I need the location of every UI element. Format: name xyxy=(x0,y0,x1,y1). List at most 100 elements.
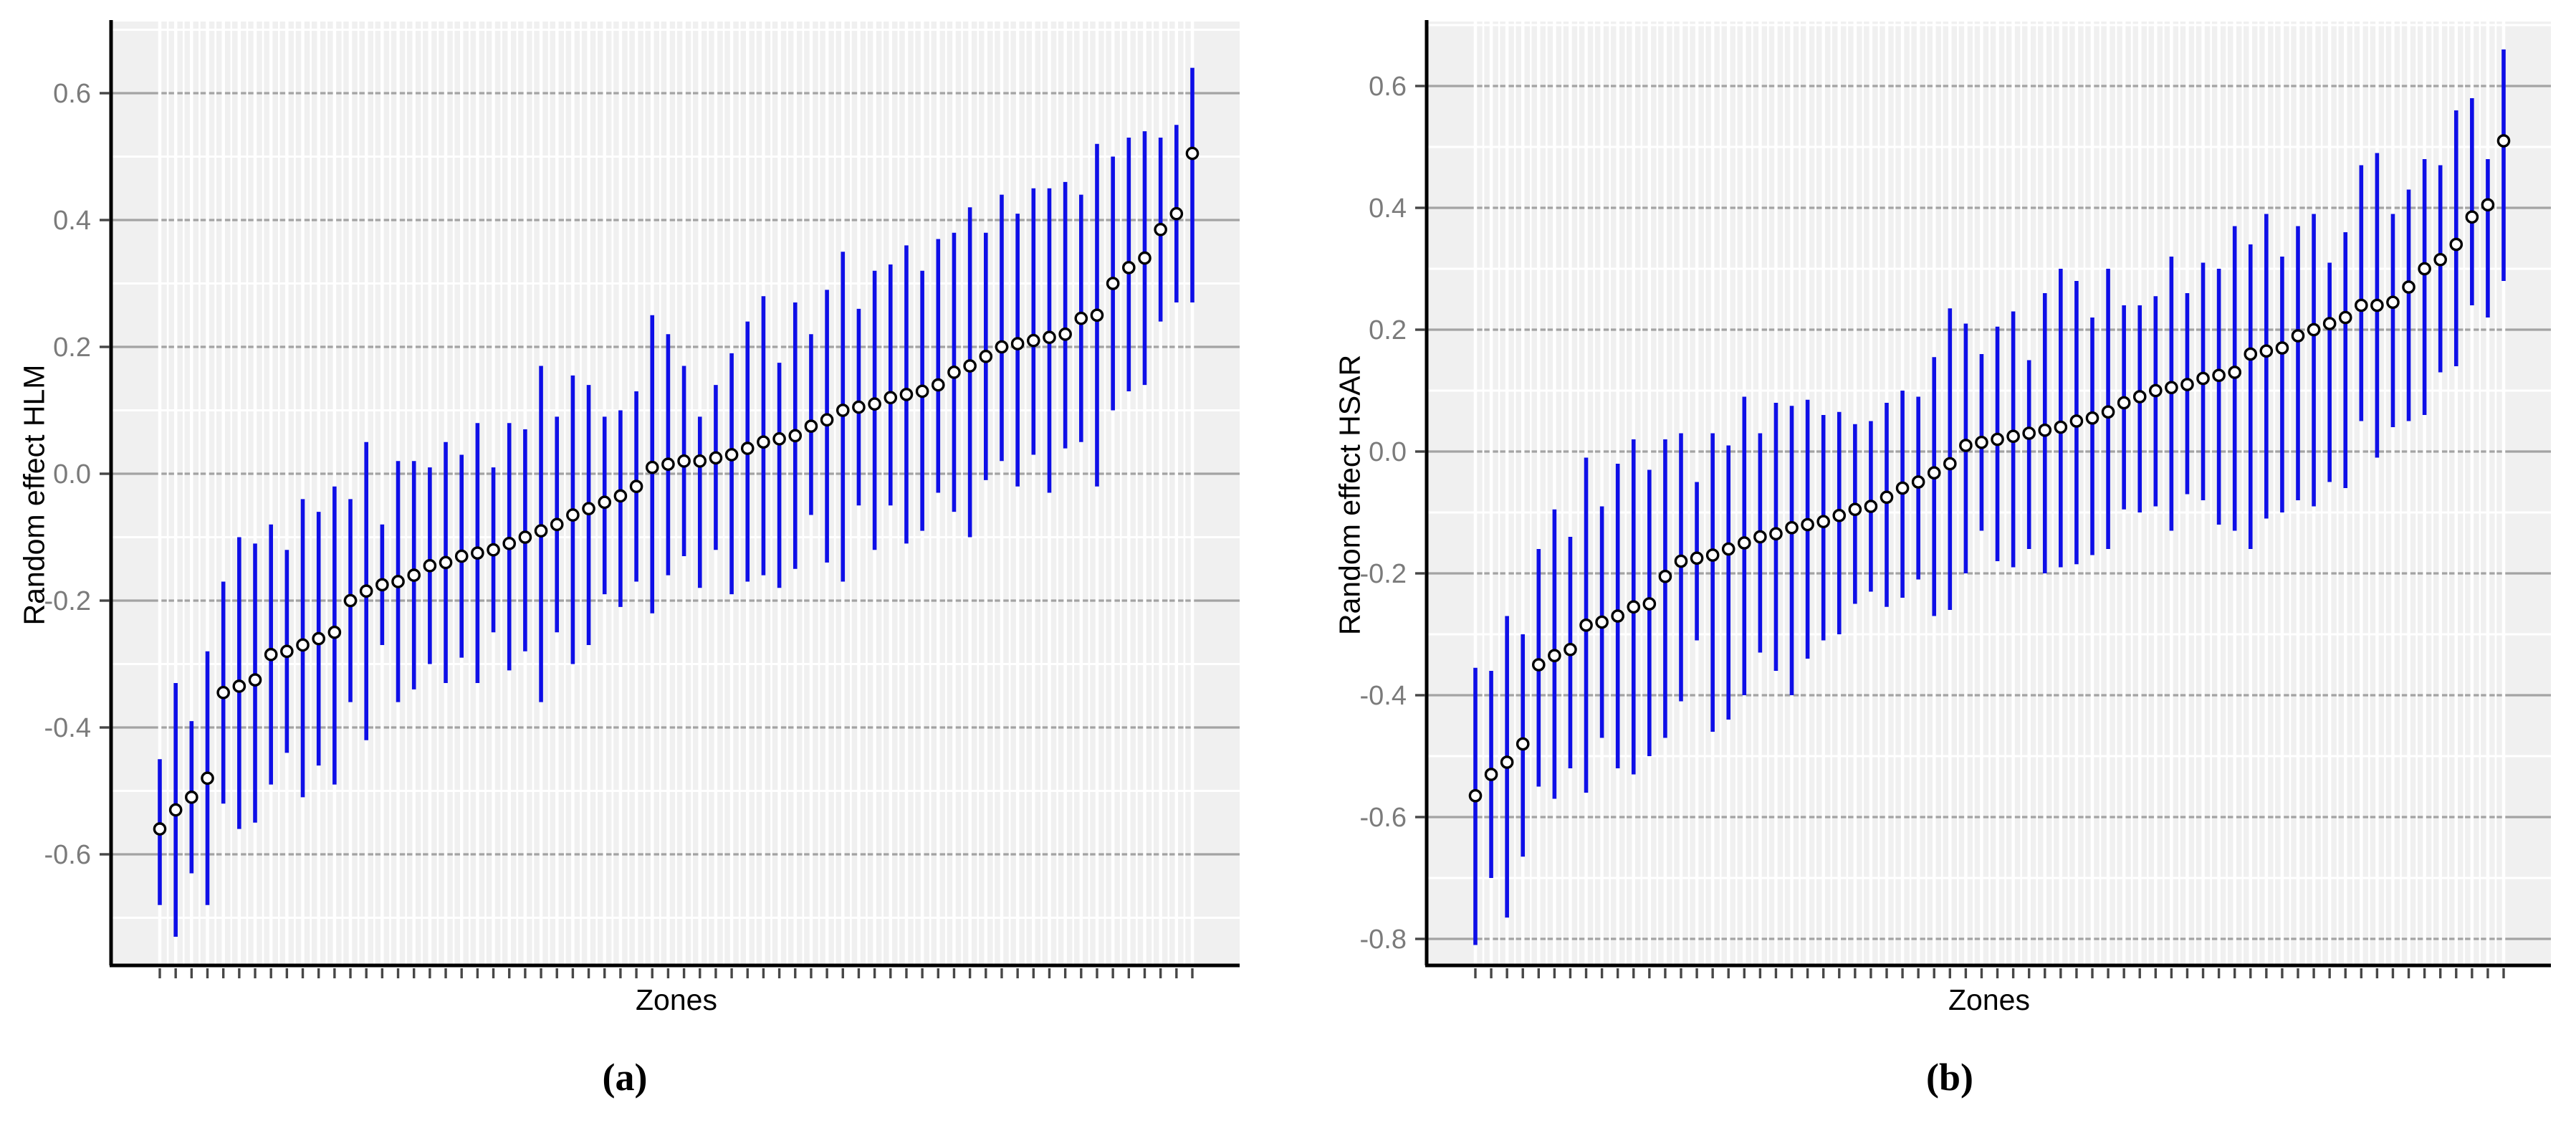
point-marker xyxy=(359,584,373,598)
point-marker xyxy=(1801,517,1814,532)
point-marker xyxy=(296,638,310,652)
point-marker xyxy=(613,489,628,503)
y-tick-label: -0.6 xyxy=(1360,803,1407,833)
point-marker xyxy=(1058,327,1072,341)
y-tick-label: 0.2 xyxy=(53,333,91,363)
point-marker xyxy=(2402,280,2415,294)
point-marker xyxy=(1642,597,1657,611)
point-marker xyxy=(2259,344,2274,358)
point-marker xyxy=(2433,252,2447,267)
point-marker xyxy=(772,432,786,446)
point-marker xyxy=(1785,520,1799,535)
point-marker xyxy=(534,524,548,538)
y-tick-label: 0.0 xyxy=(1369,437,1407,467)
point-marker xyxy=(454,549,469,563)
point-marker xyxy=(1484,768,1498,781)
point-marker xyxy=(2006,429,2020,444)
y-tick-label: -0.4 xyxy=(44,713,91,743)
point-marker xyxy=(740,441,755,455)
point-marker xyxy=(343,593,358,608)
point-marker xyxy=(709,451,723,465)
point-marker xyxy=(1169,206,1184,221)
point-marker xyxy=(1010,337,1025,350)
point-marker xyxy=(1753,530,1767,544)
panel-a: 0.6 0.4 0.2 0.0 -0.2 -0.4 -0.6 xyxy=(44,20,1240,978)
point-marker xyxy=(2165,381,2178,395)
point-marker xyxy=(835,404,850,417)
point-marker xyxy=(1705,548,1720,562)
point-marker xyxy=(1927,466,1941,480)
y-tick-label: -0.2 xyxy=(1360,559,1407,589)
point-marker xyxy=(995,340,1009,354)
point-marker xyxy=(645,460,659,474)
point-marker xyxy=(1468,788,1483,803)
point-marker xyxy=(1579,618,1593,632)
point-marker xyxy=(757,435,770,449)
y-tick-label: 0.2 xyxy=(1369,315,1407,345)
point-marker xyxy=(915,384,929,398)
y-tick-label: -0.2 xyxy=(44,586,91,616)
point-marker xyxy=(724,448,739,462)
point-marker xyxy=(407,568,421,582)
point-marker xyxy=(2101,405,2115,419)
point-marker xyxy=(2085,411,2099,425)
point-marker xyxy=(1880,490,1894,505)
subfigure-caption-a: (a) xyxy=(602,1056,648,1099)
point-marker xyxy=(2149,383,2163,398)
point-marker xyxy=(661,457,675,472)
y-axis-title-hsar: Random effect HSAR xyxy=(1333,354,1366,636)
point-marker xyxy=(2449,237,2464,252)
y-tick-label: -0.8 xyxy=(1360,925,1407,955)
point-marker xyxy=(1690,551,1704,565)
point-marker xyxy=(1027,333,1040,348)
point-marker xyxy=(884,391,898,405)
point-marker xyxy=(2117,396,2131,410)
point-marker xyxy=(439,555,453,570)
point-marker xyxy=(264,647,278,662)
point-marker xyxy=(1832,508,1847,522)
point-marker xyxy=(1816,515,1830,529)
point-marker xyxy=(1911,475,1925,489)
point-marker xyxy=(1106,277,1120,290)
point-marker xyxy=(2196,371,2210,386)
point-marker xyxy=(2355,298,2368,312)
point-marker xyxy=(168,803,183,817)
point-marker xyxy=(2307,323,2321,337)
point-marker xyxy=(979,349,993,363)
point-marker xyxy=(1864,500,1878,513)
point-marker xyxy=(1185,146,1200,161)
y-tick-label: 0.0 xyxy=(53,459,91,490)
point-marker xyxy=(1138,251,1151,265)
point-marker xyxy=(1848,502,1862,517)
point-marker xyxy=(1658,569,1672,583)
point-marker xyxy=(201,771,214,786)
point-marker xyxy=(2275,341,2289,355)
point-marker xyxy=(2038,423,2052,437)
point-marker xyxy=(153,822,167,836)
point-marker xyxy=(582,502,595,515)
point-marker xyxy=(1738,536,1751,550)
point-marker xyxy=(1611,609,1624,623)
point-marker xyxy=(2244,347,2258,361)
point-marker xyxy=(852,400,866,414)
y-tick-label: 0.4 xyxy=(1369,194,1407,224)
point-marker xyxy=(820,413,834,427)
point-marker xyxy=(280,644,294,659)
point-marker xyxy=(550,517,564,532)
point-marker xyxy=(1043,330,1056,345)
point-marker xyxy=(2180,378,2194,391)
x-axis-title-zones-b: Zones xyxy=(1948,983,2030,1016)
point-marker xyxy=(2228,366,2241,379)
point-marker xyxy=(963,359,977,373)
point-marker xyxy=(2338,310,2352,325)
point-marker xyxy=(1627,600,1641,614)
point-marker xyxy=(2370,298,2384,312)
point-marker xyxy=(327,625,342,639)
point-marker xyxy=(391,575,405,588)
point-marker xyxy=(471,546,484,560)
point-marker xyxy=(788,429,803,443)
point-marker xyxy=(248,673,262,687)
point-marker xyxy=(2022,426,2036,440)
point-marker xyxy=(232,679,246,693)
